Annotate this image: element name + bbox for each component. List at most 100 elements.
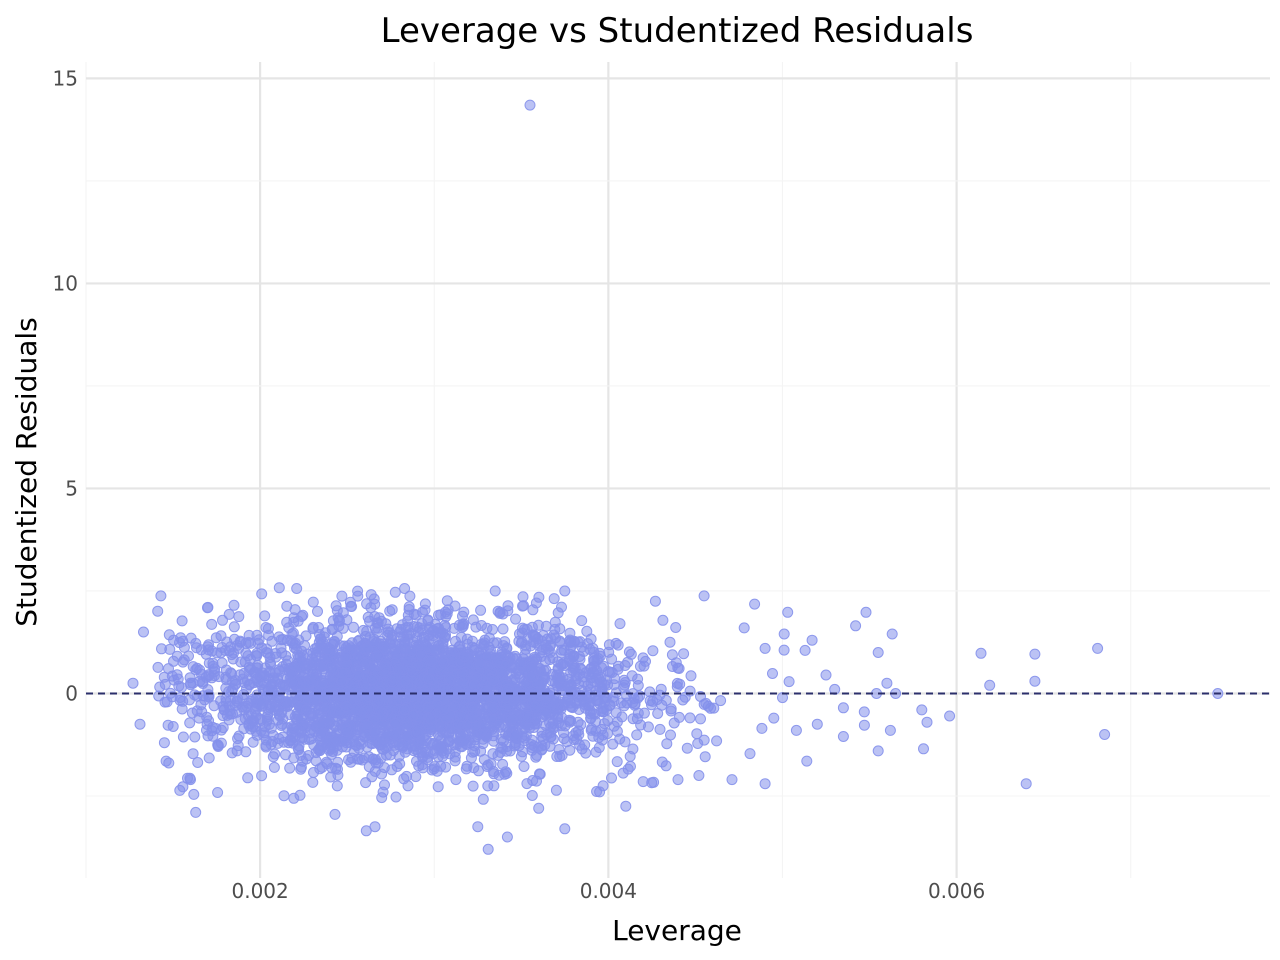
data-point xyxy=(609,673,621,685)
data-point xyxy=(389,729,401,741)
data-point xyxy=(177,781,189,793)
data-point xyxy=(336,590,348,602)
data-point xyxy=(570,670,582,682)
data-point xyxy=(401,743,413,755)
data-point xyxy=(552,607,564,619)
data-point xyxy=(325,771,337,783)
data-point xyxy=(419,686,430,698)
data-point xyxy=(272,737,284,749)
data-point xyxy=(242,636,254,648)
data-point xyxy=(480,685,492,697)
data-point xyxy=(380,644,392,656)
data-point xyxy=(256,698,267,710)
data-point xyxy=(533,690,545,702)
data-point xyxy=(414,622,426,634)
data-point xyxy=(432,781,444,793)
data-point xyxy=(539,709,551,721)
x-tick-label: 0.002 xyxy=(231,879,288,903)
data-point xyxy=(654,723,666,735)
data-point xyxy=(556,644,568,656)
data-point xyxy=(975,647,987,659)
data-point xyxy=(438,704,450,716)
data-point xyxy=(615,697,627,709)
data-point xyxy=(548,593,560,605)
data-point xyxy=(460,738,472,750)
data-point xyxy=(533,619,544,631)
data-point xyxy=(269,748,281,760)
data-point xyxy=(223,608,235,620)
data-point xyxy=(138,626,149,638)
data-point xyxy=(574,653,586,665)
data-point xyxy=(921,716,933,728)
data-point xyxy=(549,677,561,689)
data-point xyxy=(154,681,166,693)
data-point xyxy=(410,609,422,621)
data-point xyxy=(1029,648,1041,660)
data-point xyxy=(242,675,253,687)
data-point xyxy=(337,667,349,679)
data-point xyxy=(657,614,669,626)
data-point xyxy=(559,823,571,835)
data-point xyxy=(127,677,139,689)
data-point xyxy=(278,790,290,802)
data-point xyxy=(656,756,668,768)
data-point xyxy=(225,708,236,720)
data-point xyxy=(226,649,238,661)
data-point xyxy=(1029,675,1041,687)
data-point xyxy=(469,745,481,757)
data-point xyxy=(1099,729,1111,740)
data-point xyxy=(194,664,206,676)
data-point xyxy=(328,636,340,648)
data-point xyxy=(550,784,562,796)
data-point xyxy=(467,614,479,626)
data-point xyxy=(681,742,693,754)
data-point xyxy=(550,632,561,644)
data-point xyxy=(759,642,771,654)
data-point xyxy=(440,761,452,773)
x-tick-label: 0.004 xyxy=(580,879,637,903)
data-point xyxy=(353,686,365,698)
data-point xyxy=(431,627,443,639)
data-point xyxy=(475,658,487,670)
data-point xyxy=(665,705,677,717)
data-point xyxy=(340,701,352,713)
data-point xyxy=(597,729,609,741)
data-point xyxy=(702,700,714,712)
data-point xyxy=(264,657,276,669)
data-point xyxy=(152,661,164,673)
data-point xyxy=(162,719,174,731)
data-point xyxy=(617,767,629,779)
data-point xyxy=(372,622,384,634)
data-point xyxy=(544,689,555,701)
data-point xyxy=(648,776,660,788)
data-point xyxy=(858,706,870,718)
data-point xyxy=(944,710,956,722)
data-point xyxy=(425,713,437,725)
data-point xyxy=(259,670,271,682)
data-point xyxy=(429,644,441,656)
data-point xyxy=(872,745,884,757)
data-point xyxy=(695,713,706,725)
x-tick-label: 0.006 xyxy=(928,879,985,903)
data-point xyxy=(560,696,572,708)
data-point xyxy=(439,683,451,695)
data-point xyxy=(872,647,884,658)
data-point xyxy=(361,720,373,732)
data-point xyxy=(344,596,356,608)
data-point xyxy=(206,618,218,630)
data-point xyxy=(553,744,565,755)
data-point xyxy=(472,821,484,833)
data-point xyxy=(576,615,588,627)
data-point xyxy=(435,609,447,621)
data-point xyxy=(685,670,697,682)
data-point xyxy=(918,743,929,755)
data-point xyxy=(175,632,187,644)
data-point xyxy=(367,636,379,648)
data-point xyxy=(346,752,358,764)
data-point xyxy=(369,598,381,610)
data-point xyxy=(176,615,188,627)
data-point xyxy=(768,712,780,724)
data-point xyxy=(299,733,311,745)
data-point xyxy=(353,670,365,681)
data-point xyxy=(564,634,576,646)
